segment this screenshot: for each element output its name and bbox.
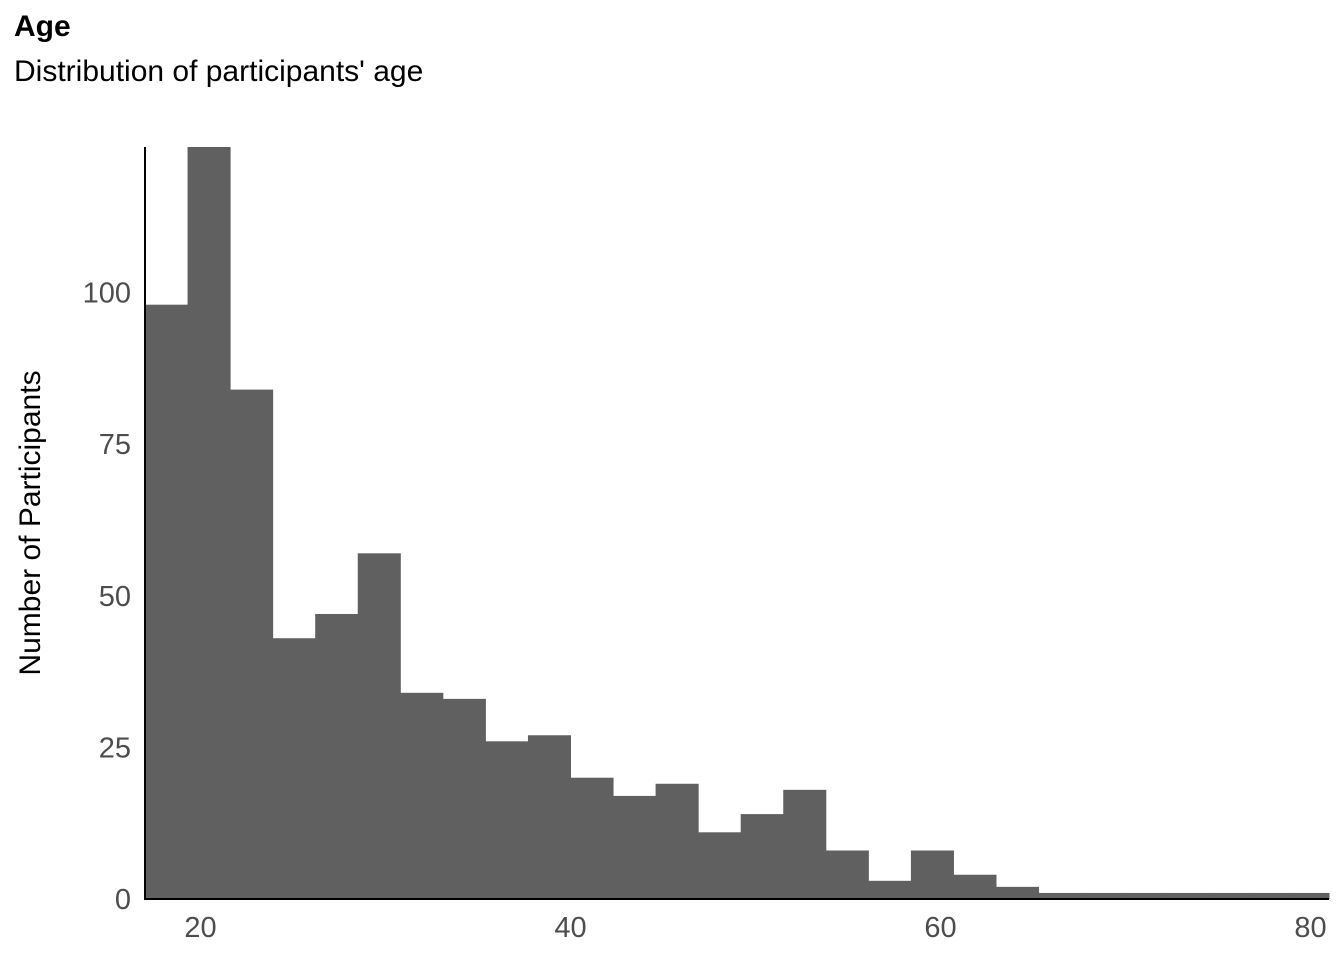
histogram-bar bbox=[187, 147, 231, 899]
histogram-bar bbox=[996, 886, 1040, 899]
bars-group bbox=[145, 147, 1330, 899]
histogram-bar bbox=[442, 698, 486, 899]
histogram-bar bbox=[315, 613, 359, 899]
histogram-bar bbox=[272, 638, 316, 899]
histogram-bar bbox=[868, 880, 912, 899]
histogram-bar bbox=[527, 735, 571, 899]
histogram-bar bbox=[1293, 892, 1330, 899]
histogram-bar bbox=[698, 832, 742, 899]
histogram-bar bbox=[400, 692, 444, 899]
histogram-bar bbox=[613, 795, 657, 899]
histogram-bar bbox=[1038, 892, 1082, 899]
y-tick-label: 0 bbox=[115, 884, 131, 916]
y-tick-labels: 0 25 50 75 100 bbox=[83, 278, 131, 916]
y-tick-label: 25 bbox=[99, 732, 131, 764]
histogram-bar bbox=[1123, 892, 1167, 899]
y-tick-label: 50 bbox=[99, 581, 131, 613]
y-tick-label: 100 bbox=[83, 278, 131, 310]
histogram-bar bbox=[953, 874, 997, 899]
histogram-bar bbox=[1081, 892, 1125, 899]
histogram-bar bbox=[783, 789, 827, 899]
x-tick-label: 80 bbox=[1294, 912, 1326, 944]
y-axis-title: Number of Participants bbox=[14, 370, 47, 675]
histogram-bar bbox=[485, 741, 529, 899]
x-tick-label: 40 bbox=[554, 912, 586, 944]
histogram-bar bbox=[910, 850, 954, 899]
histogram-bar bbox=[230, 389, 274, 899]
chart-title: Age bbox=[14, 10, 71, 43]
x-tick-labels: 20 40 60 80 bbox=[184, 912, 1326, 944]
chart-subtitle: Distribution of participants' age bbox=[14, 55, 424, 88]
histogram-bar bbox=[145, 304, 189, 899]
histogram-bar bbox=[1208, 892, 1252, 899]
x-tick-label: 60 bbox=[924, 912, 956, 944]
histogram-bar bbox=[825, 850, 869, 899]
histogram-bar bbox=[1166, 892, 1210, 899]
histogram-bar bbox=[1251, 892, 1295, 899]
histogram-bar bbox=[357, 553, 401, 899]
x-tick-label: 20 bbox=[184, 912, 216, 944]
histogram-bar bbox=[570, 777, 614, 899]
histogram-bar bbox=[655, 783, 699, 899]
y-tick-label: 75 bbox=[99, 429, 131, 461]
histogram-bar bbox=[740, 814, 784, 899]
